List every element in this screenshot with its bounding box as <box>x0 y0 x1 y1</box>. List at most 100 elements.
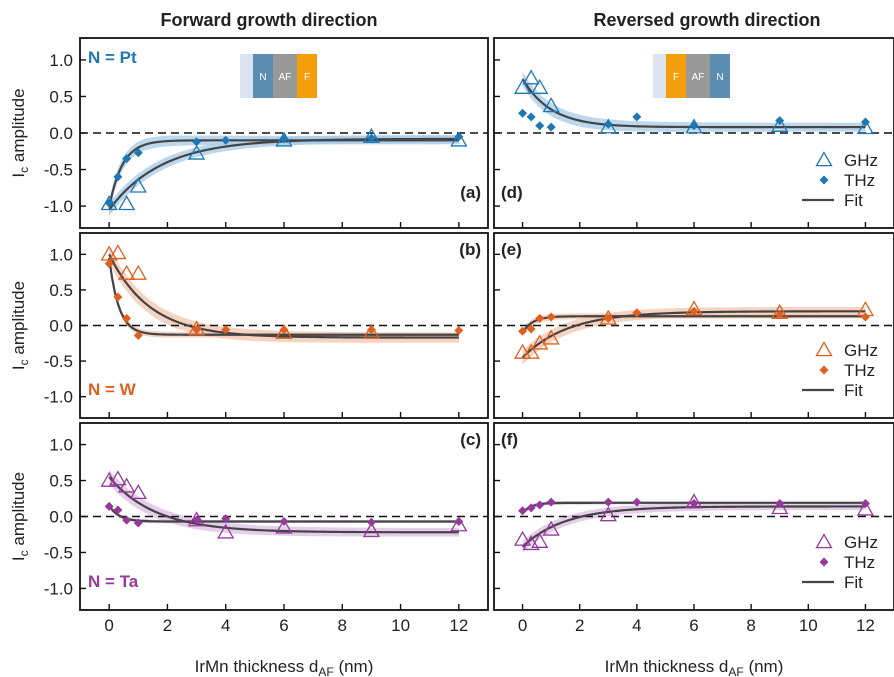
panel-e-ghz-point <box>599 309 617 325</box>
panel-f-content <box>494 493 894 553</box>
panel-d-thz-point <box>518 108 528 118</box>
panel-c-thz-point <box>366 517 376 527</box>
panel-b-content <box>80 244 488 343</box>
panel-a-thz-point <box>104 198 114 208</box>
panel-c-thz-point <box>221 514 231 524</box>
panel-e-ghz-point <box>522 343 540 359</box>
inset-reversed-layer-label: N <box>716 72 723 83</box>
panel-e-thz-point <box>860 312 870 322</box>
inset-forward-layer-N <box>253 54 273 98</box>
panel-f-xtick-label: 10 <box>799 616 818 635</box>
panel-e-ghz-point <box>531 334 549 350</box>
panel-c-thz-point <box>113 505 123 515</box>
panel-f-xtick-label: 8 <box>746 616 755 635</box>
panel-f-thz-point <box>860 499 870 509</box>
panel-b-panel-label: (b) <box>459 240 481 259</box>
panel-f-thz-point <box>535 500 545 510</box>
panel-c-ytick-label: 1.0 <box>49 436 73 455</box>
panel-b-ytick-label: 0.0 <box>49 317 73 336</box>
panel-a-ghz-point <box>450 131 468 147</box>
panel-a-thz-point <box>113 172 123 182</box>
panel-b-thz-point <box>122 313 132 323</box>
panel-a-ghz-point <box>118 195 136 211</box>
inset-forward-layer-label: N <box>259 72 266 83</box>
panel-a-panel-label: (a) <box>460 183 481 202</box>
panel-f-thz-point <box>632 497 642 507</box>
panel-b-ghz-point <box>362 323 381 339</box>
inset-reversed-layer-label: AF <box>692 72 705 83</box>
panel-c-thz-point <box>122 515 132 525</box>
panel-f-legend-ghz-marker <box>815 533 833 549</box>
panel-d-ghz-point <box>513 78 532 94</box>
panel-c-thz-point <box>104 501 114 511</box>
panel-b-thz-point <box>104 259 114 269</box>
panel-a-thz-point <box>133 148 143 158</box>
panel-c-band-0 <box>109 469 459 537</box>
panel-d-ghz-point <box>542 97 560 113</box>
panel-e-legend-thz-marker <box>819 365 829 375</box>
panel-d-ghz-point <box>599 118 617 134</box>
panel-c-thz-point <box>279 517 289 527</box>
inset-reversed-layer-F <box>666 54 686 98</box>
panel-c-ytick-label: 0.5 <box>49 472 73 491</box>
panel-d-thz-point <box>526 112 536 122</box>
panel-f-xtick-label: 4 <box>632 616 641 635</box>
panel-d-panel-label: (d) <box>501 183 523 202</box>
panel-e-ghz-point <box>513 343 532 359</box>
panel-b-thz-point <box>113 292 123 302</box>
panel-a-fit-1 <box>108 139 459 208</box>
panel-c-ghz-point <box>129 483 147 500</box>
inset-forward-layer-F <box>297 54 317 98</box>
panel-c-content <box>80 469 488 539</box>
panel-f-ghz-point <box>513 530 532 546</box>
inset-forward-layer-AF <box>273 54 297 98</box>
panel-c-panel-label: (c) <box>460 430 481 449</box>
panel-e-thz-point <box>603 313 613 323</box>
panel-a-thz-point <box>454 132 464 142</box>
panel-c-ghz-point <box>109 470 127 486</box>
panel-d-legend-fit-label: Fit <box>844 191 863 210</box>
panel-d-content <box>494 69 894 135</box>
panel-e-thz-point <box>535 313 545 323</box>
panel-e-thz-point <box>775 310 785 320</box>
panel-a-thz-point <box>279 134 289 144</box>
panel-b-ylabel: Ic amplitude <box>9 281 31 370</box>
panel-b-ytick-label: -0.5 <box>44 352 73 371</box>
panel-f-thz-point <box>775 499 785 509</box>
panel-a-ytick-label: -0.5 <box>44 161 73 180</box>
panel-c-ghz-point <box>362 522 381 538</box>
panel-f-fit-0 <box>521 505 866 548</box>
panel-d-thz-point <box>775 116 785 126</box>
panel-e-thz-point <box>546 312 556 322</box>
panel-e-content <box>494 300 894 365</box>
panel-d-band-0 <box>522 71 866 132</box>
panel-e-legend-fit-label: Fit <box>844 381 863 400</box>
panel-b-thz-point <box>454 325 464 335</box>
panel-f-xtick-label: 12 <box>856 616 875 635</box>
panel-f-ghz-point <box>771 499 789 515</box>
panel-c-ytick-label: 0.0 <box>49 508 73 527</box>
panel-c-ghz-point <box>187 511 206 527</box>
panel-e-panel-label: (e) <box>501 240 522 259</box>
panel-c-ghz-point <box>118 477 136 493</box>
panel-b-ytick-label: -1.0 <box>44 388 73 407</box>
inset-reversed-substrate <box>653 54 666 98</box>
panel-a-material-label: N = Pt <box>88 48 137 67</box>
inset-forward-substrate <box>240 54 253 98</box>
panel-c-thz-point <box>192 515 202 525</box>
panel-c-ghz-point <box>450 516 468 532</box>
panel-d-thz-point <box>603 119 613 129</box>
panel-a-ytick-label: -1.0 <box>44 197 73 216</box>
panel-c-ytick-label: -1.0 <box>44 579 73 598</box>
panel-c-xtick-label: 0 <box>104 616 113 635</box>
title-forward: Forward growth direction <box>160 10 377 30</box>
panel-d-thz-point <box>535 121 545 131</box>
panel-f-panel-label: (f) <box>501 430 518 449</box>
panel-e-ghz-point <box>542 329 560 345</box>
panel-d-ghz-point <box>771 116 789 132</box>
panel-d-legend-thz-label: THz <box>844 171 875 190</box>
panel-a-thz-point <box>122 154 132 164</box>
panel-e-thz-point <box>632 308 642 318</box>
panel-f-ghz-point <box>542 520 560 536</box>
panel-c-xtick-label: 8 <box>338 616 347 635</box>
